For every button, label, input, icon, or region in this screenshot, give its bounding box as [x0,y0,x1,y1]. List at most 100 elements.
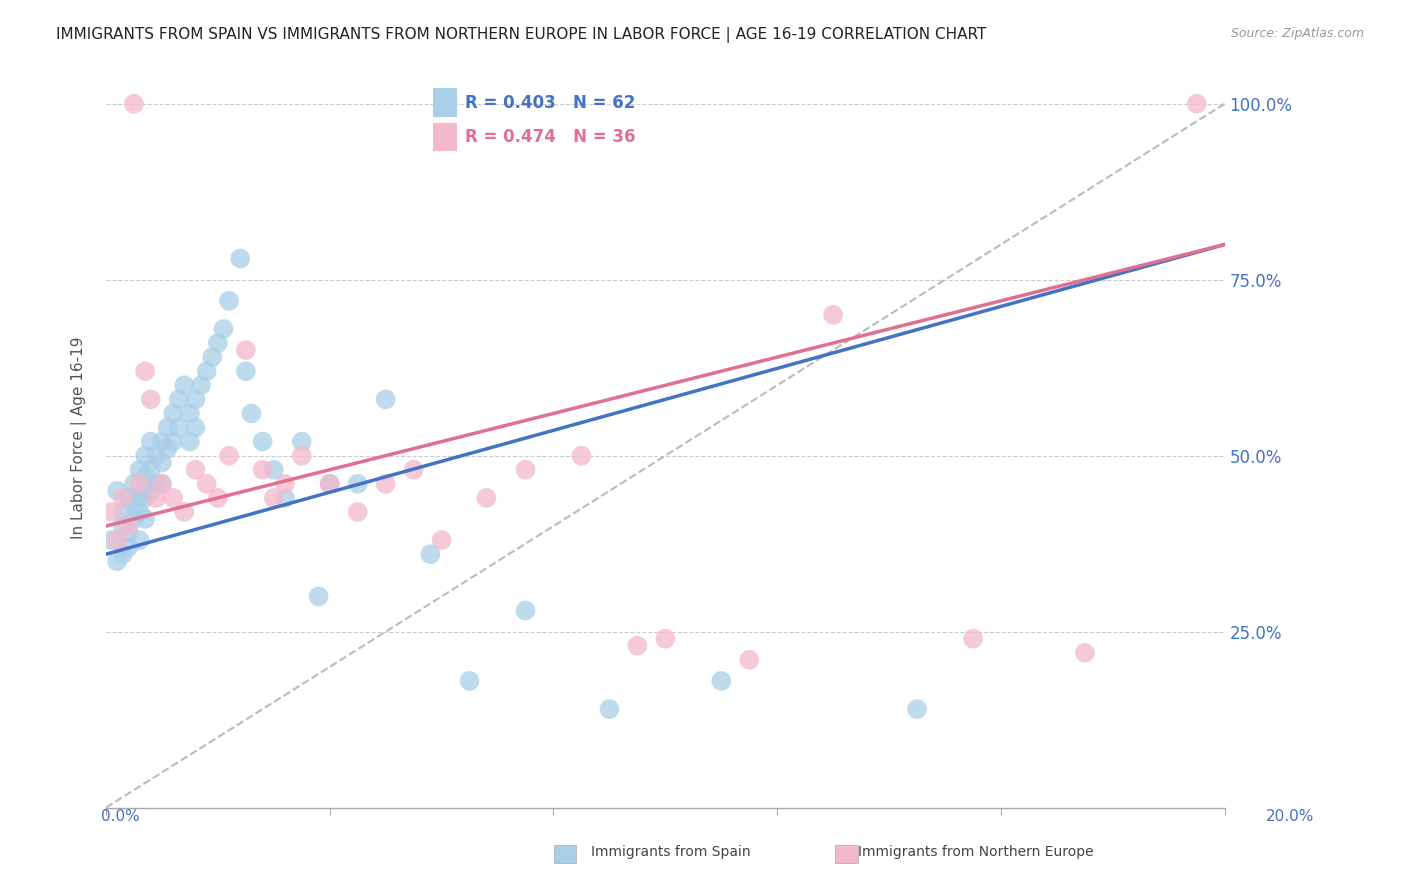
Point [156,442,179,456]
Point [419,547,441,561]
Point [117,526,139,541]
Point [134,491,156,505]
Point [162,434,184,449]
Point [252,434,274,449]
Point [111,519,134,533]
Point [111,491,134,505]
Point [598,702,620,716]
Point [402,463,425,477]
Point [156,420,179,434]
Point [134,470,156,484]
Point [263,463,285,477]
Point [117,519,139,533]
Point [184,392,207,407]
Point [274,491,297,505]
Point [190,378,212,392]
Text: Immigrants from Spain: Immigrants from Spain [591,845,751,859]
Point [100,533,122,548]
Point [167,420,190,434]
Point [100,505,122,519]
Point [823,308,845,322]
Point [346,505,368,519]
Point [145,476,167,491]
Point [207,491,229,505]
Point [1185,96,1208,111]
Point [184,420,207,434]
Point [134,364,156,378]
Point [111,547,134,561]
Point [128,476,150,491]
Point [105,533,128,548]
Point [122,512,145,526]
Point [128,491,150,505]
Point [1074,646,1097,660]
Point [150,434,173,449]
Point [274,476,297,491]
Point [111,505,134,519]
Point [738,653,761,667]
Point [128,505,150,519]
Point [475,491,498,505]
Text: Immigrants from Northern Europe: Immigrants from Northern Europe [858,845,1094,859]
Point [229,252,252,266]
Point [252,463,274,477]
Point [905,702,928,716]
Point [184,463,207,477]
Point [515,603,537,617]
Point [710,673,733,688]
Text: 20.0%: 20.0% [1267,809,1315,823]
Point [571,449,593,463]
Point [319,476,342,491]
Point [122,498,145,512]
Point [308,590,330,604]
Point [218,293,240,308]
Text: Source: ZipAtlas.com: Source: ZipAtlas.com [1230,27,1364,40]
Y-axis label: In Labor Force | Age 16-19: In Labor Force | Age 16-19 [72,337,87,540]
Point [962,632,984,646]
Point [128,463,150,477]
Point [122,96,145,111]
Point [201,350,224,364]
Point [235,343,257,357]
Point [150,476,173,491]
Text: 0.0%: 0.0% [101,809,141,823]
Point [626,639,648,653]
Point [195,364,218,378]
Point [173,505,195,519]
Point [134,449,156,463]
Point [167,392,190,407]
Point [240,406,263,420]
Point [162,406,184,420]
Point [139,463,162,477]
Point [195,476,218,491]
Point [207,336,229,351]
Point [150,476,173,491]
Point [173,378,195,392]
Point [458,673,481,688]
Point [319,476,342,491]
Text: IMMIGRANTS FROM SPAIN VS IMMIGRANTS FROM NORTHERN EUROPE IN LABOR FORCE | AGE 16: IMMIGRANTS FROM SPAIN VS IMMIGRANTS FROM… [56,27,987,43]
Point [139,483,162,498]
Point [122,476,145,491]
Point [145,491,167,505]
Point [346,476,368,491]
Point [235,364,257,378]
Point [218,449,240,463]
Point [105,554,128,568]
Point [291,434,314,449]
Point [162,491,184,505]
Point [117,540,139,554]
Point [105,483,128,498]
Point [134,512,156,526]
Point [117,491,139,505]
Point [654,632,676,646]
Point [430,533,453,548]
Point [139,434,162,449]
Point [374,392,396,407]
Point [128,533,150,548]
Point [179,434,201,449]
Point [291,449,314,463]
Point [374,476,396,491]
Point [263,491,285,505]
Point [150,456,173,470]
